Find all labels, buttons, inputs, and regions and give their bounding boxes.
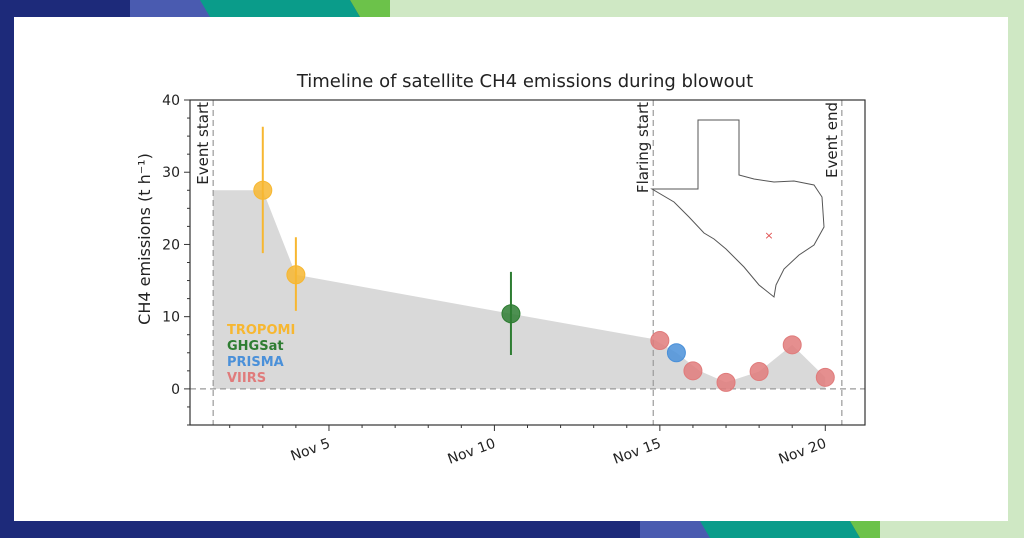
legend-entry: PRISMA: [227, 355, 284, 370]
y-tick-label: 20: [162, 237, 180, 253]
x-tick-label: Nov 15: [611, 436, 663, 468]
data-point: [650, 331, 670, 350]
data-point: [683, 361, 703, 381]
data-point: [501, 304, 521, 324]
x-tick-label: Nov 20: [777, 436, 829, 468]
legend-entry: VIIRS: [227, 371, 266, 386]
series-layer: [253, 126, 835, 392]
frame-top-graphic: [0, 0, 1024, 17]
shaded-emission-area: [213, 190, 826, 389]
data-point: [782, 335, 802, 355]
y-tick-label: 10: [162, 310, 180, 326]
chart-card: Event start Flaring start Event end × 0 10 2…: [14, 17, 1008, 521]
legend-entry: TROPOMI: [227, 323, 295, 338]
event-label: Event end: [823, 102, 841, 178]
y-tick-label: 40: [162, 93, 180, 109]
event-label: Event start: [194, 102, 212, 185]
x-tick-label: Nov 5: [289, 436, 333, 465]
y-axis-label: CH4 emissions (t h⁻¹): [135, 153, 154, 325]
data-point: [666, 343, 686, 363]
data-point: [253, 180, 273, 200]
chart: Event start Flaring start Event end × 0 10 2…: [135, 71, 866, 468]
x-tick-label: Nov 10: [446, 436, 498, 468]
data-point: [749, 362, 769, 382]
data-point: [716, 372, 736, 392]
y-tick-label: 0: [171, 382, 180, 398]
texas-inset-map: ×: [650, 119, 825, 298]
event-label: Flaring start: [634, 102, 652, 193]
inset-marker-x: ×: [764, 229, 773, 242]
frame-top: [0, 0, 1024, 17]
texas-outline: [650, 119, 825, 298]
legend-entry: GHGSat: [227, 339, 284, 354]
data-point: [815, 367, 835, 387]
data-point: [286, 265, 306, 285]
frame-left: [0, 0, 14, 538]
frame-bottom-graphic: [0, 521, 1024, 538]
chart-title: Timeline of satellite CH4 emissions duri…: [296, 71, 753, 92]
frame-right: [1008, 0, 1024, 538]
y-tick-label: 30: [162, 165, 180, 181]
reference-lines-layer: Event start Flaring start Event end: [190, 100, 865, 425]
shaded-area-layer: [213, 190, 826, 389]
frame-bottom: [0, 521, 1024, 538]
